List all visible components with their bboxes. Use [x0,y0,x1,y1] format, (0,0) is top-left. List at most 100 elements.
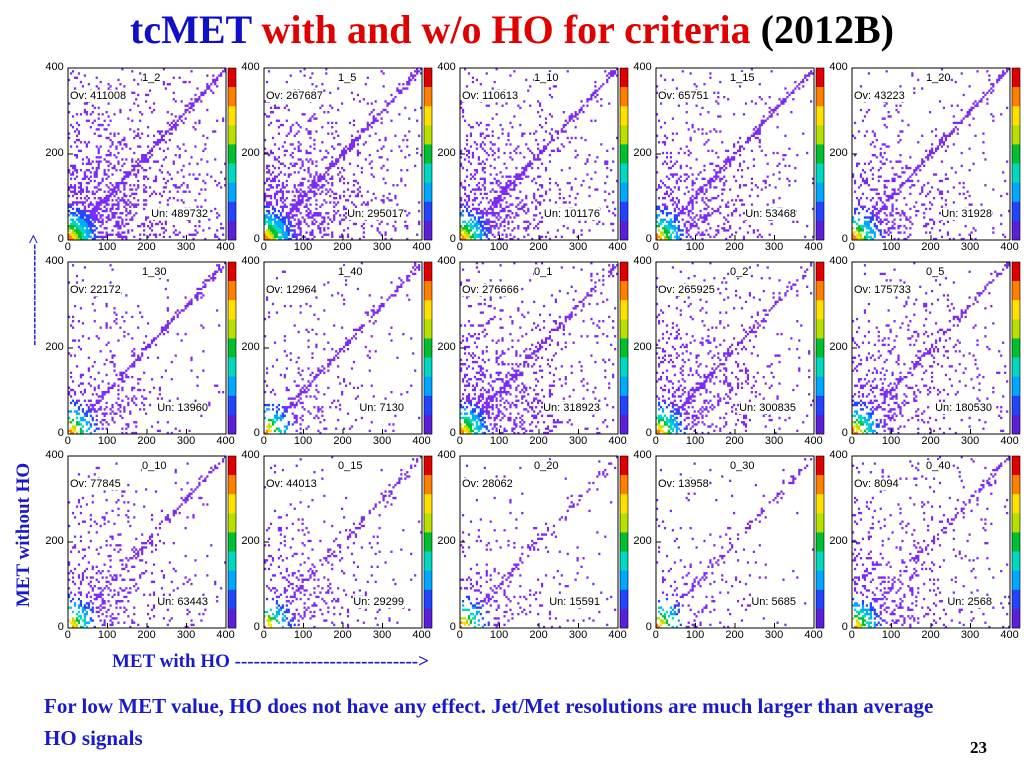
color-scale-bar [619,261,629,435]
color-scale-bar [1011,261,1021,435]
x-tick-label: 200 [921,241,940,253]
y-tick-label: 400 [633,255,652,267]
histogram-plot [67,67,237,241]
x-tick-label: 0 [652,241,659,253]
histogram-cells [460,456,619,629]
x-tick-label: 400 [804,435,823,447]
x-tick-label: 100 [489,241,509,253]
x-tick-label: 400 [216,629,235,641]
histogram-panel: 0 100 200 300 400 0 200 400 0_1 Ov: 276666 Un: 318… [432,255,629,447]
x-tick-label: 300 [764,435,784,447]
panel-label: 1_2 [142,72,161,84]
histogram-panel: 0 100 200 300 400 0 200 400 0_30 Ov: 13958 Un: 568… [628,450,825,641]
y-tick-label: 200 [45,535,64,547]
panel-label: 0_20 [534,460,559,472]
panel-label: 0_15 [338,460,363,472]
histogram-panel: 0 100 200 300 400 0 200 400 1_20 Ov: 43223 Un: 319… [824,62,1021,253]
x-tick-label: 200 [529,629,548,641]
y-tick-label: 0 [253,233,260,245]
y-tick-label: 400 [241,61,260,73]
overflow-count: Ov: 265925 [658,284,715,296]
overflow-count: Ov: 411008 [70,90,127,102]
y-tick-label: 0 [645,427,652,439]
underflow-count: Un: 63443 [157,596,208,608]
color-scale-bar [423,261,433,435]
histogram-cells [264,456,423,629]
x-tick-label: 200 [921,435,940,447]
overflow-count: Ov: 267687 [266,90,323,102]
underflow-count: Un: 318923 [543,402,600,414]
x-tick-label: 100 [97,435,117,447]
x-tick-label: 300 [372,629,392,641]
x-tick-label: 400 [216,241,235,253]
histogram-plot [655,67,825,241]
x-tick-label: 0 [260,435,267,447]
x-tick-label: 200 [137,435,156,447]
overflow-count: Ov: 276666 [462,284,519,296]
overflow-count: Ov: 22172 [70,284,121,296]
x-tick-label: 0 [64,435,71,447]
x-tick-label: 0 [652,629,659,641]
histogram-panel: 0 100 200 300 400 0 200 400 0_10 Ov: 77845 Un: 634… [40,450,237,641]
x-tick-label: 0 [260,629,267,641]
y-tick-label: 200 [829,341,848,353]
x-tick-label: 200 [725,629,744,641]
overflow-count: Ov: 13958 [658,478,709,490]
y-tick-label: 0 [57,233,64,245]
overflow-count: Ov: 43223 [854,90,905,102]
histogram-panel: 0 100 200 300 400 0 200 400 0_2 Ov: 265925 Un: 300… [628,255,825,447]
underflow-count: Un: 2568 [947,596,992,608]
x-tick-label: 100 [293,241,313,253]
x-tick-label: 200 [333,435,352,447]
slide-title: tcMET with and w/o HO for criteria (2012… [0,8,1024,52]
y-tick-label: 0 [841,621,848,633]
y-tick-label: 200 [633,535,652,547]
color-scale-bar [619,67,629,241]
histogram-panel: 0 100 200 300 400 0 200 400 0_5 Ov: 175733 Un: 180… [824,256,1021,447]
x-tick-label: 300 [960,435,980,447]
panel-label: 0_1 [534,266,553,278]
x-tick-label: 300 [960,241,980,253]
panel-label: 1_5 [338,72,357,84]
underflow-count: Un: 300835 [739,402,796,414]
histogram-cells [656,68,815,241]
x-tick-label: 200 [529,241,548,253]
overflow-count: Ov: 28062 [462,478,513,490]
x-tick-label: 200 [333,241,352,253]
x-tick-label: 200 [137,241,156,253]
histogram-cells [656,262,815,435]
x-tick-label: 400 [1000,435,1019,447]
x-tick-label: 300 [960,629,980,641]
histogram-cells [656,458,815,629]
y-tick-label: 400 [437,255,456,267]
x-axis-title: MET with HO ----------------------------… [112,651,429,672]
color-scale-bar [815,67,825,241]
x-tick-label: 300 [568,629,588,641]
y-tick-label: 200 [829,535,848,547]
title-part-tcmet: tcMET [130,7,252,52]
x-tick-label: 400 [412,241,431,253]
x-tick-label: 200 [725,435,744,447]
x-tick-label: 200 [333,629,352,641]
x-tick-label: 100 [881,435,901,447]
panel-label: 1_40 [338,266,363,278]
x-tick-label: 0 [64,629,71,641]
x-tick-label: 200 [921,629,940,641]
x-tick-label: 0 [64,241,71,253]
histogram-panel: 0 100 200 300 400 0 200 400 1_15 Ov: 65751 Un: 534… [628,62,825,253]
color-scale-bar [815,455,825,629]
histogram-cells [852,262,1011,435]
panel-label: 1_10 [534,72,559,84]
x-tick-label: 400 [608,629,627,641]
underflow-count: Un: 295017 [347,208,404,220]
histogram-cells [68,262,227,435]
y-tick-label: 0 [253,621,260,633]
histogram-grid: 0 100 200 300 400 0 200 400 1_2 Ov: 411008 Un: 489… [40,61,1021,646]
x-tick-label: 100 [97,629,117,641]
overflow-count: Ov: 12964 [266,284,317,296]
x-tick-label: 300 [176,435,196,447]
underflow-count: Un: 101176 [543,208,600,220]
panel-label: 0_2 [730,266,749,278]
y-tick-label: 400 [437,61,456,73]
x-tick-label: 0 [456,435,463,447]
